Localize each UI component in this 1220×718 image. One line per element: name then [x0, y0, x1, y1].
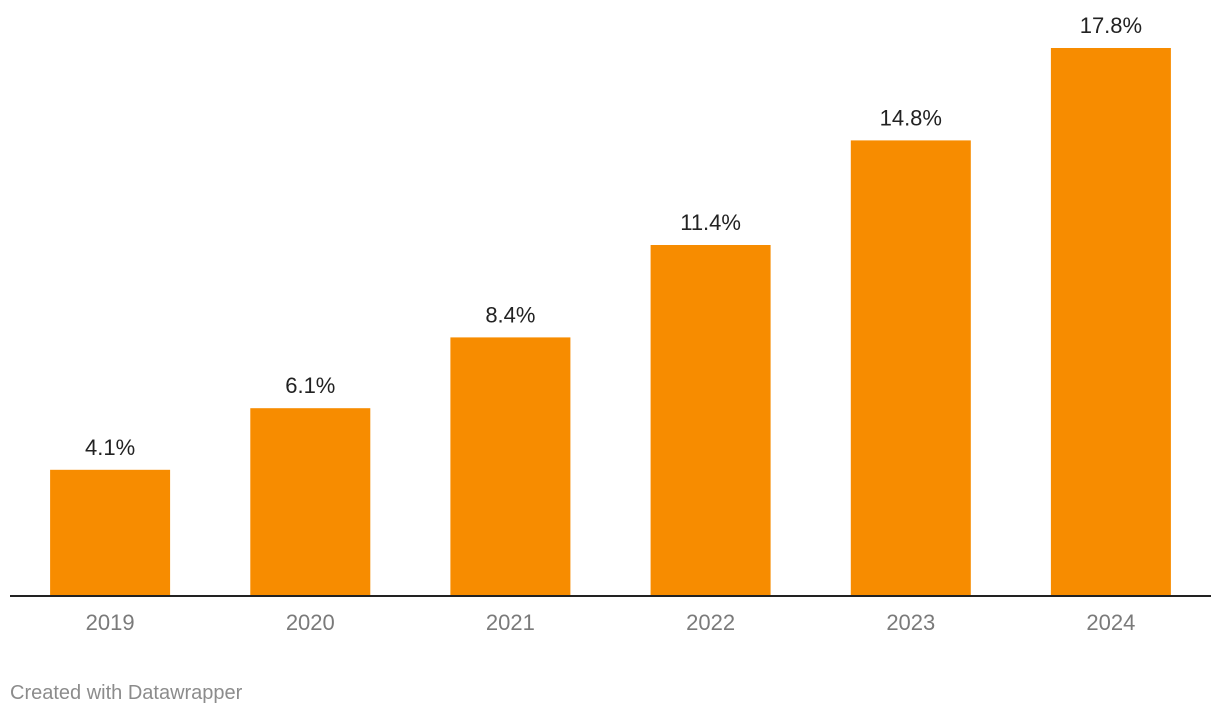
value-label-2020: 6.1% [285, 373, 335, 398]
value-labels-group: 4.1% 6.1% 8.4% 11.4% 14.8% 17.8% [85, 13, 1142, 460]
bar-2019 [50, 469, 171, 596]
bar-2023 [850, 140, 971, 596]
bars-group [50, 48, 1171, 596]
x-tick-label-2021: 2021 [486, 610, 535, 635]
value-label-2024: 17.8% [1080, 13, 1142, 38]
bar-2020 [250, 408, 371, 596]
datawrapper-credit: Created with Datawrapper [10, 682, 243, 704]
value-label-2022: 11.4% [680, 210, 741, 235]
value-label-2019: 4.1% [85, 435, 135, 460]
x-tick-label-2019: 2019 [86, 610, 135, 635]
bar-2022 [650, 245, 771, 596]
value-label-2021: 8.4% [485, 302, 535, 327]
bar-2024 [1050, 48, 1171, 596]
bar-2021 [450, 337, 571, 596]
value-label-2023: 14.8% [880, 105, 942, 130]
x-tick-label-2024: 2024 [1086, 610, 1135, 635]
x-tick-label-2023: 2023 [886, 610, 935, 635]
x-axis-ticks: 2019 2020 2021 2022 2023 2024 [86, 610, 1136, 635]
bar-chart: 4.1% 6.1% 8.4% 11.4% 14.8% 17.8% 2019 2020 2021… [10, 13, 1211, 635]
x-tick-label-2022: 2022 [686, 610, 735, 635]
x-tick-label-2020: 2020 [286, 610, 335, 635]
